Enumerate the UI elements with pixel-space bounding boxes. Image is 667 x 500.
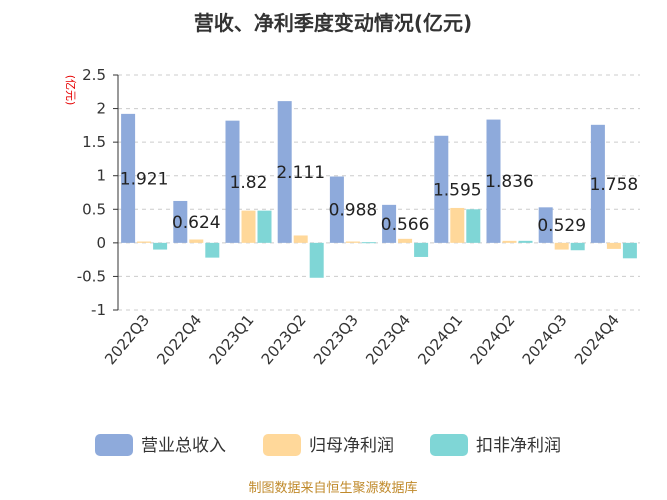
y-tick-label: 1.5	[82, 133, 106, 151]
bars	[121, 101, 637, 278]
y-tick-label: 2	[96, 100, 106, 118]
bar-1	[277, 101, 292, 243]
x-tick-label: 2023Q4	[362, 311, 414, 368]
bar-3	[361, 242, 376, 244]
y-tick-label: -1	[91, 301, 106, 319]
bar-1	[329, 176, 344, 243]
y-axis: 2.5 2 1.5 1 0.5 0 -0.5 -1	[77, 66, 119, 319]
y-tick-label: 2.5	[82, 66, 106, 84]
bar-3	[205, 242, 220, 258]
bar-1	[173, 200, 188, 243]
bar-2	[450, 207, 465, 243]
x-tick-label: 2024Q1	[414, 311, 466, 368]
x-tick-label: 2023Q2	[258, 311, 310, 368]
data-label: 1.836	[485, 172, 534, 192]
bar-3	[414, 242, 429, 257]
grid	[118, 74, 640, 311]
bar-3	[570, 242, 585, 251]
legend-label: 扣非净利润	[476, 436, 561, 456]
data-label: 1.595	[433, 180, 482, 200]
bar-3	[153, 242, 168, 250]
bar-3	[518, 240, 533, 243]
bar-2	[606, 242, 621, 249]
data-label: 0.624	[172, 213, 221, 233]
bar-2	[241, 210, 256, 243]
data-label: 1.758	[590, 175, 639, 195]
bar-2	[293, 235, 308, 243]
legend-swatch	[95, 434, 133, 456]
bar-1	[434, 135, 449, 243]
data-label: 1.921	[120, 169, 169, 189]
data-label: 0.529	[537, 216, 586, 236]
x-tick-label: 2024Q4	[571, 311, 623, 368]
bar-3	[466, 209, 481, 243]
y-axis-label: (亿元)	[64, 75, 77, 106]
legend-swatch	[430, 434, 468, 456]
data-label: 2.111	[276, 163, 325, 183]
y-tick-label: 0.5	[82, 200, 106, 218]
x-tick-label: 2022Q3	[101, 311, 153, 368]
bar-1	[538, 207, 553, 243]
bar-1	[225, 120, 240, 243]
bar-1	[121, 113, 136, 243]
y-tick-label: -0.5	[77, 267, 106, 285]
legend: 营业总收入 归母净利润 扣非净利润	[95, 434, 561, 456]
bar-2	[137, 241, 152, 243]
legend-swatch	[263, 434, 301, 456]
data-label: 0.566	[381, 215, 430, 235]
bar-1	[590, 124, 605, 243]
bar-2	[502, 240, 517, 243]
bar-2	[398, 238, 413, 243]
legend-label: 归母净利润	[309, 436, 394, 456]
bar-2	[554, 242, 569, 250]
x-tick-label: 2023Q3	[310, 311, 362, 368]
bar-3	[309, 242, 324, 278]
x-axis: 2022Q3 2022Q4 2023Q1 2023Q2 2023Q3 2023Q4 2024…	[101, 311, 623, 368]
x-tick-label: 2024Q2	[467, 311, 519, 368]
chart-title: 营收、净利季度变动情况(亿元)	[194, 11, 472, 35]
bar-3	[257, 210, 272, 243]
y-tick-label: 0	[96, 234, 106, 252]
bar-2	[189, 239, 204, 243]
data-label: 0.988	[329, 201, 378, 221]
bar-3	[622, 242, 637, 259]
bar-1	[382, 204, 397, 243]
x-tick-label: 2022Q4	[153, 311, 205, 368]
x-tick-label: 2024Q3	[519, 311, 571, 368]
bar-2	[345, 241, 360, 243]
data-label: 1.82	[230, 173, 268, 193]
y-tick-label: 1	[96, 167, 106, 185]
x-tick-label: 2023Q1	[206, 311, 258, 368]
bar-1	[486, 119, 501, 243]
legend-label: 营业总收入	[141, 436, 226, 456]
footer-source: 制图数据来自恒生聚源数据库	[248, 480, 417, 496]
